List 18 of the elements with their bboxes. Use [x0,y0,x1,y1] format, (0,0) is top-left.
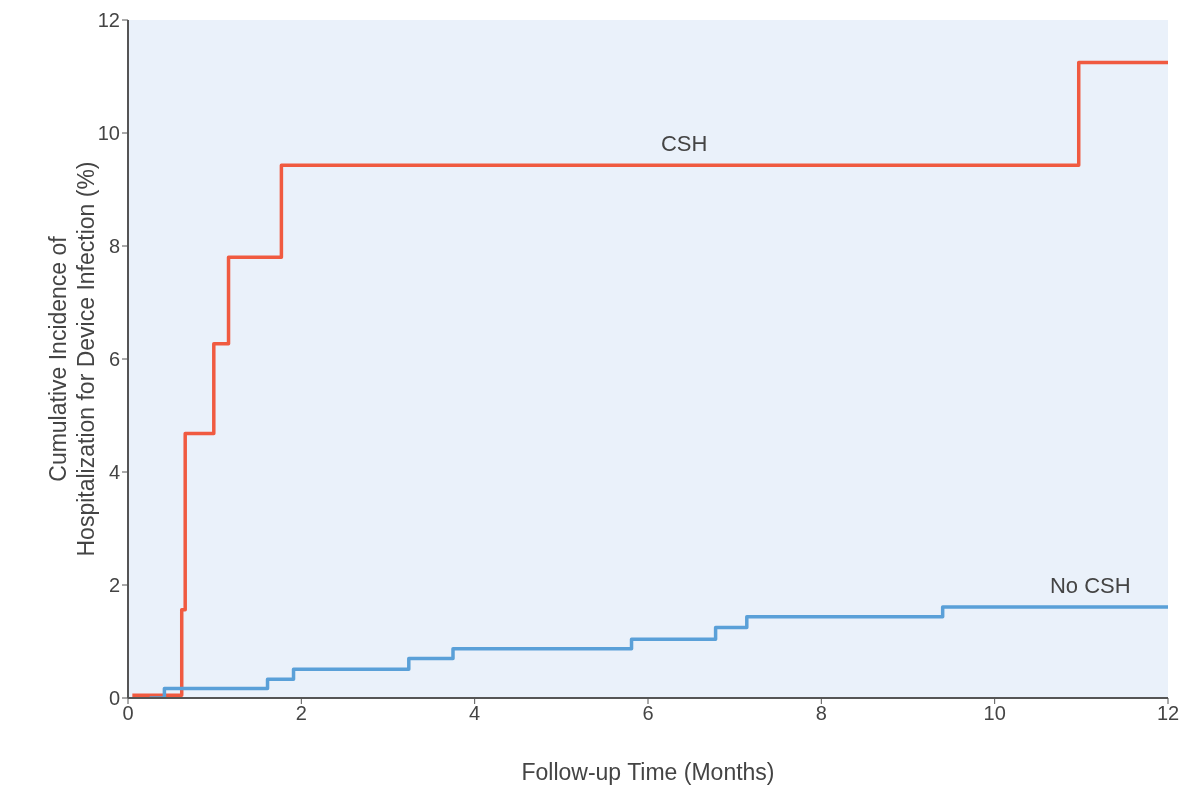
series-label: No CSH [1049,573,1131,599]
x-tick-label: 4 [469,702,481,725]
y-tick-label: 12 [97,9,120,32]
y-tick-label: 2 [108,574,120,597]
y-axis-title: Cumulative Incidence of Hospitalization for Device Infection (%) [45,161,99,557]
y-tick-label: 10 [97,122,120,145]
x-tick-label: 0 [122,702,134,725]
x-tick-label: 8 [815,702,827,725]
x-tick-label: 12 [1156,702,1180,725]
y-tick-label: 8 [108,235,120,258]
y-tick-label: 4 [108,461,120,484]
y-tick-label: 0 [108,687,120,710]
y-tick-label: 6 [108,348,120,371]
x-axis-title: Follow-up Time (Months) [521,759,775,785]
x-tick-label: 2 [295,702,307,725]
x-tick-label: 10 [983,702,1006,725]
series-label: CSH [660,131,708,157]
x-tick-label: 6 [642,702,654,725]
